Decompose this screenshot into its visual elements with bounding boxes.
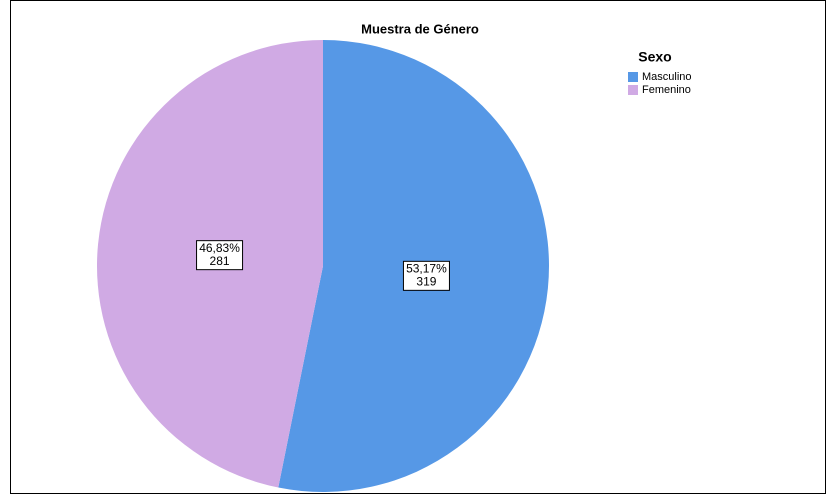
label-box [402, 260, 450, 291]
legend-swatch [628, 85, 638, 95]
value-label: 53,17% [406, 262, 447, 276]
label-box [196, 240, 244, 271]
value-label: 46,83% [199, 241, 240, 255]
legend-label: Masculino [642, 71, 692, 83]
count-label: 281 [210, 254, 230, 268]
count-label: 319 [416, 275, 436, 289]
chart-title: Muestra de Género [361, 21, 479, 36]
legend-label: Femenino [642, 84, 691, 96]
legend-swatch [628, 72, 638, 82]
legend-title: Sexo [638, 49, 671, 65]
